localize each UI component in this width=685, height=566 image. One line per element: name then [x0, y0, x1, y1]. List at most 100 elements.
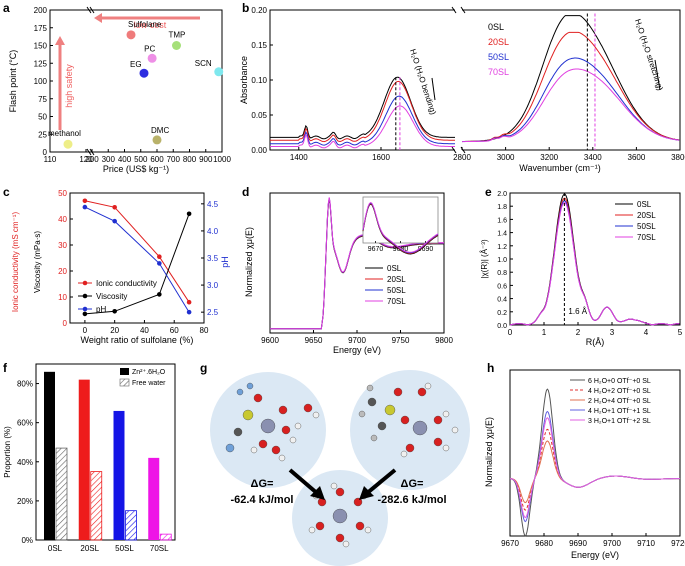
annotation-arrow — [654, 59, 661, 91]
legend-entry: 4 H₂O+2 OTf⁻+0 SL — [588, 388, 651, 395]
axis-break — [89, 148, 95, 156]
atom — [367, 397, 377, 407]
x-tick-label: 9720 — [671, 539, 685, 548]
x-tick-label: 300 — [102, 155, 116, 164]
legend-entry: 0SL — [637, 200, 652, 209]
y-tick-label: 3.0 — [207, 281, 219, 290]
x-axis-label: Price (US$ kg⁻¹) — [103, 164, 169, 174]
y-tick-label: 20 — [58, 267, 67, 276]
y-axis-label: |χ(R)| (Å⁻³) — [480, 239, 489, 279]
legend-entry: 70SL — [637, 233, 656, 242]
reaction-arrow — [288, 468, 320, 496]
axis-break — [89, 6, 95, 14]
atom — [289, 436, 297, 444]
y-tick-label: 1.2 — [497, 244, 507, 251]
data-point — [157, 261, 162, 266]
arrow-head — [310, 486, 325, 500]
atom — [358, 410, 366, 418]
point-label: PC — [144, 44, 155, 53]
x-tick-label: 20SL — [80, 544, 99, 553]
y-tick-label: 0 — [43, 148, 48, 157]
atom — [246, 382, 254, 390]
delta-g-label: ΔG= — [401, 478, 424, 490]
legend-entry: pH — [96, 305, 106, 314]
legend-entry: 2 H₂O+4 OTf⁻+0 SL — [588, 398, 651, 405]
scatter-point — [139, 68, 149, 78]
y-axis-label: Flash point (°C) — [8, 50, 18, 113]
y-tick-label: 50 — [58, 189, 67, 198]
atom — [384, 404, 396, 416]
atom — [317, 497, 327, 507]
x-tick-label: 9700 — [348, 336, 366, 345]
axis-break — [451, 6, 457, 14]
x-tick-label: 9680 — [535, 539, 553, 548]
y-tick-label: 2.5 — [207, 308, 219, 317]
data-point — [82, 204, 88, 210]
panel-d: d 9600 9650 9700 9750 9800 Energy (eV) Normaliz… — [242, 185, 453, 355]
atom — [233, 427, 243, 437]
legend-marker — [82, 293, 88, 299]
bar — [90, 471, 103, 541]
series-line — [509, 428, 681, 511]
y-tick-label: 0.20 — [251, 6, 267, 15]
x-tick-label: 800 — [183, 155, 197, 164]
bar — [113, 410, 125, 540]
y-tick-label: 4.5 — [207, 200, 219, 209]
legend-entry: 20SL — [637, 211, 656, 220]
y-tick-label: 100 — [34, 77, 48, 86]
panel-e: e 0.0 0.2 0.4 0.6 0.8 1.0 1.2 1.4 1.6 1.8 2.0 0 1 2 3 4 5… — [480, 185, 683, 347]
scatter-point — [63, 139, 73, 149]
annotation: high safety — [64, 64, 74, 108]
data-point — [186, 211, 192, 217]
panel-letter: a — [3, 1, 10, 15]
x-tick-label: 9690 — [569, 539, 587, 548]
atom — [353, 497, 363, 507]
axis-break-gap — [455, 8, 462, 13]
atom — [242, 409, 254, 421]
legend-entry: Ionic conductivity — [96, 279, 157, 288]
annotation: low cost — [134, 20, 167, 30]
delta-g-value: -62.4 kJ/mol — [231, 494, 294, 506]
scatter-point — [152, 135, 162, 145]
legend-swatch — [120, 368, 129, 375]
series-line — [270, 76, 455, 140]
x-axis-label: R(Å) — [586, 337, 605, 347]
bar — [44, 371, 55, 540]
atom — [225, 443, 235, 453]
x-tick-label: 0 — [508, 328, 513, 337]
axis-break — [460, 6, 466, 14]
y-tick-label: 40 — [58, 215, 67, 224]
x-axis-label: Energy (eV) — [571, 550, 619, 560]
series-line — [509, 417, 681, 519]
atom — [332, 508, 348, 524]
x-tick-label: 80 — [200, 326, 209, 335]
legend-entry: 6 H₂O+0 OTf⁻+0 SL — [588, 378, 651, 385]
arrow-head — [94, 13, 102, 23]
atom — [433, 437, 443, 447]
legend-entry: 20SL — [387, 275, 406, 284]
data-point — [157, 254, 162, 259]
series-line — [462, 31, 680, 142]
panel-letter: b — [242, 1, 249, 15]
data-point — [112, 309, 117, 314]
x-tick-label: 1 — [542, 328, 547, 337]
y-tick-label: 20% — [17, 497, 33, 506]
atom — [258, 439, 268, 449]
y-tick-label: 0% — [21, 536, 33, 545]
atom — [335, 487, 345, 497]
y-tick-label: 2.0 — [497, 191, 507, 198]
x-axis-label: Weight ratio of sulfolane (%) — [81, 335, 194, 345]
data-point — [186, 309, 192, 315]
x-tick-label: 600 — [150, 155, 164, 164]
plot-frame — [35, 363, 176, 541]
x-tick-label: 2800 — [453, 153, 471, 162]
x-tick-label: 50SL — [115, 544, 134, 553]
y-axis-label: Viscosity (mPa·s) — [33, 231, 42, 293]
y-tick-label: 0.4 — [497, 297, 507, 304]
delta-g-value: -282.6 kJ/mol — [377, 494, 446, 506]
x-axis-label: Energy (eV) — [333, 345, 381, 355]
x-tick-label: 1600 — [372, 153, 390, 162]
legend-entry: 50SL — [488, 52, 509, 62]
atom — [342, 540, 350, 548]
